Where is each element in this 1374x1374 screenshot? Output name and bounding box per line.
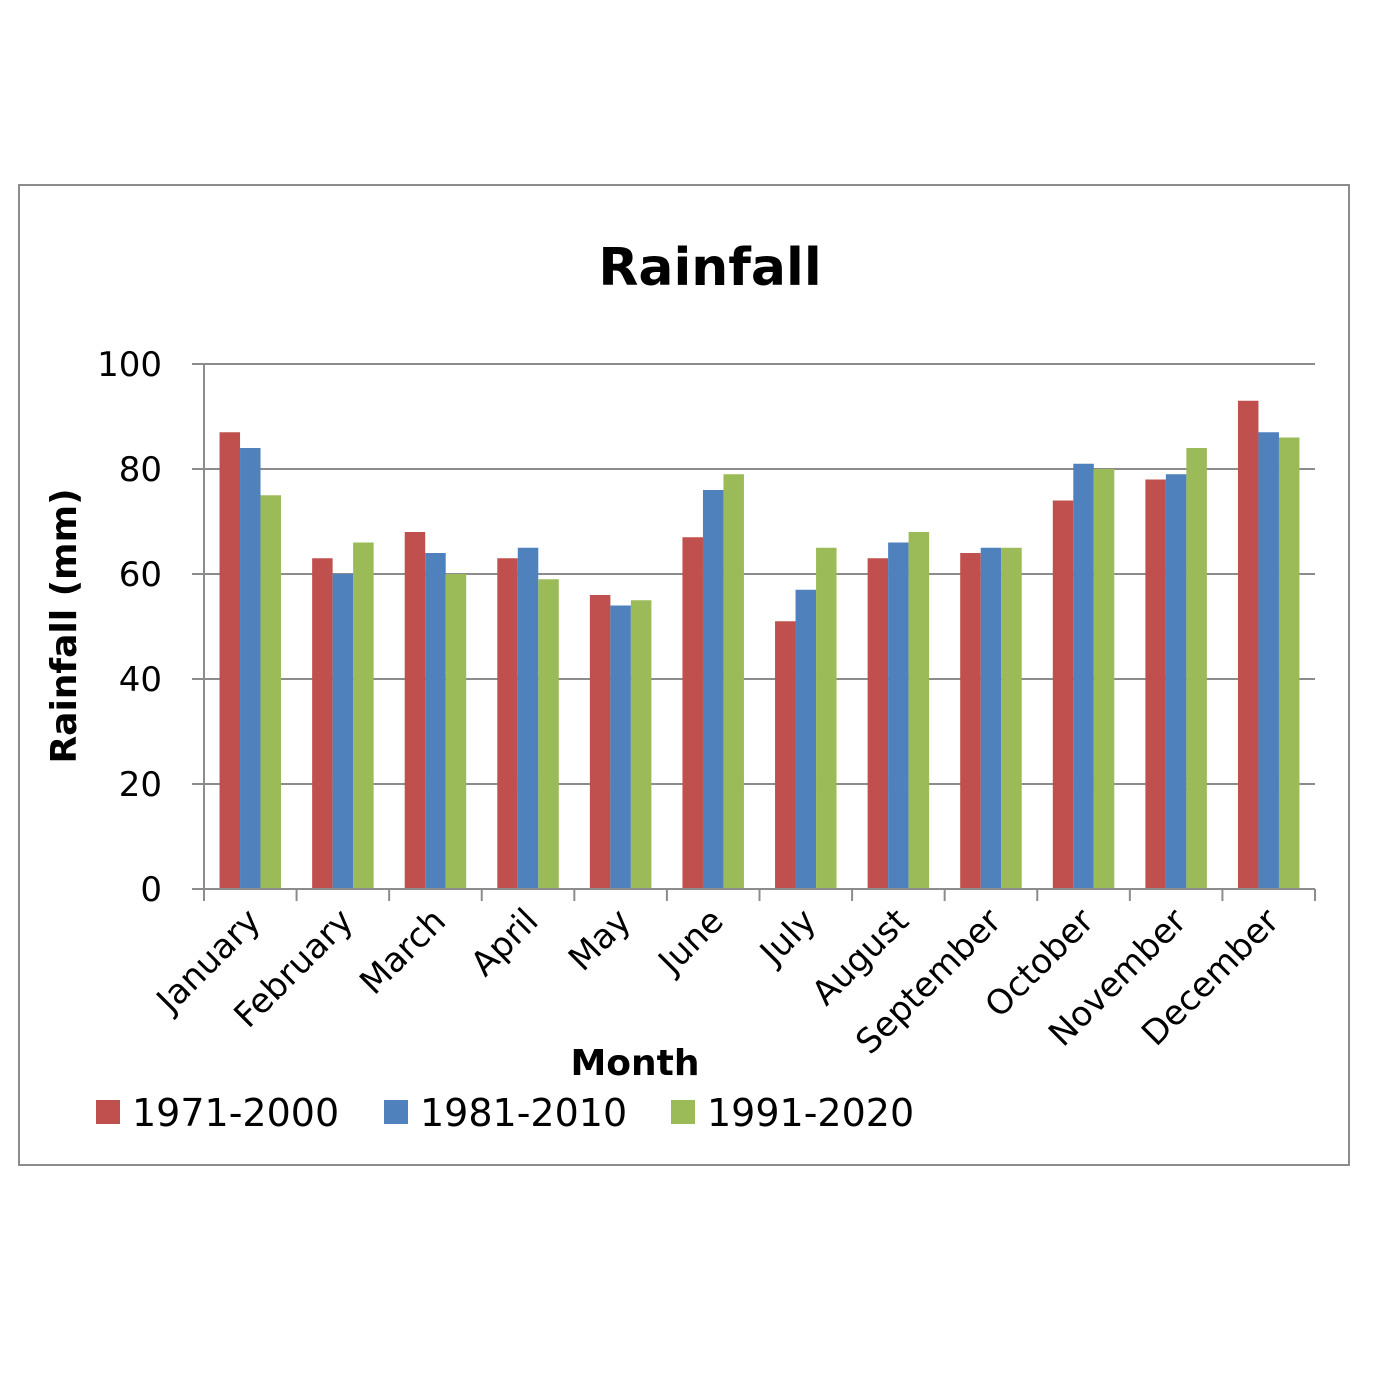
x-tick-label: March [352,901,454,1003]
gridlines [192,363,1315,890]
y-tick-label: 0 [140,870,162,910]
y-axis-title: Rainfall (mm) [44,488,85,763]
y-tick-label: 20 [119,765,162,805]
legend-label: 1981-2010 [420,1091,627,1135]
bar-march-1971-2000 [404,532,426,889]
bar-january-1981-2010 [240,448,261,889]
bar-may-1991-2020 [630,600,652,889]
legend-swatch [96,1100,120,1124]
bar-january-1991-2020 [260,495,282,889]
bar-october-1981-2010 [1073,463,1094,889]
legend-swatch [671,1100,695,1124]
x-tick-label: May [561,901,639,979]
bar-november-1981-2010 [1165,474,1187,889]
bar-july-1981-2010 [795,589,817,889]
chart-title: Rainfall [598,238,821,298]
bars [219,400,1300,889]
bar-february-1971-2000 [312,558,333,889]
bar-august-1991-2020 [908,532,930,889]
bar-june-1991-2020 [723,474,744,889]
legend: 1971-2000 1981-2010 1991-2020 [96,1091,914,1135]
bar-november-1991-2020 [1186,448,1207,889]
bar-december-1971-2000 [1237,400,1259,889]
legend-label: 1971-2000 [132,1091,339,1135]
y-tick-label: 100 [97,345,162,385]
y-tick-label: 60 [119,555,162,595]
x-tick-label: June [650,901,732,983]
bar-june-1971-2000 [682,537,703,889]
bar-may-1971-2000 [589,595,611,889]
bar-february-1981-2010 [332,574,354,889]
legend-swatch [384,1100,408,1124]
bar-july-1991-2020 [816,547,837,889]
bar-february-1991-2020 [353,542,374,889]
bar-august-1971-2000 [867,558,889,889]
bar-april-1981-2010 [517,547,539,889]
y-tick-labels: 0 20 40 60 80 100 [97,345,162,910]
bar-september-1971-2000 [960,553,981,889]
x-tick-label: April [463,901,546,984]
bar-december-1981-2010 [1258,432,1279,889]
bar-october-1991-2020 [1093,469,1115,889]
bar-july-1971-2000 [775,621,796,889]
bar-december-1991-2020 [1278,437,1300,889]
axes [192,364,1316,901]
x-tick-label: July [751,901,824,974]
x-axis-title: Month [570,1043,699,1084]
bar-october-1971-2000 [1052,500,1074,889]
y-tick-label: 80 [119,450,162,490]
bar-may-1981-2010 [610,605,631,889]
bar-november-1971-2000 [1145,479,1166,889]
y-tick-label: 40 [119,660,162,700]
bar-august-1981-2010 [888,542,909,889]
bar-april-1991-2020 [538,579,559,889]
bar-september-1981-2010 [980,547,1002,889]
bar-march-1981-2010 [425,553,446,889]
bar-april-1971-2000 [497,558,518,889]
legend-label: 1991-2020 [707,1091,914,1135]
bar-june-1981-2010 [702,490,724,889]
bar-september-1991-2020 [1001,547,1022,889]
bar-march-1991-2020 [445,574,467,889]
bar-january-1971-2000 [219,432,241,889]
